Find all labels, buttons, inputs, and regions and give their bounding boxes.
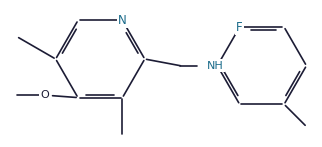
Text: F: F	[236, 21, 243, 34]
Text: O: O	[40, 90, 49, 100]
Text: N: N	[118, 14, 127, 27]
Text: NH: NH	[207, 61, 223, 71]
